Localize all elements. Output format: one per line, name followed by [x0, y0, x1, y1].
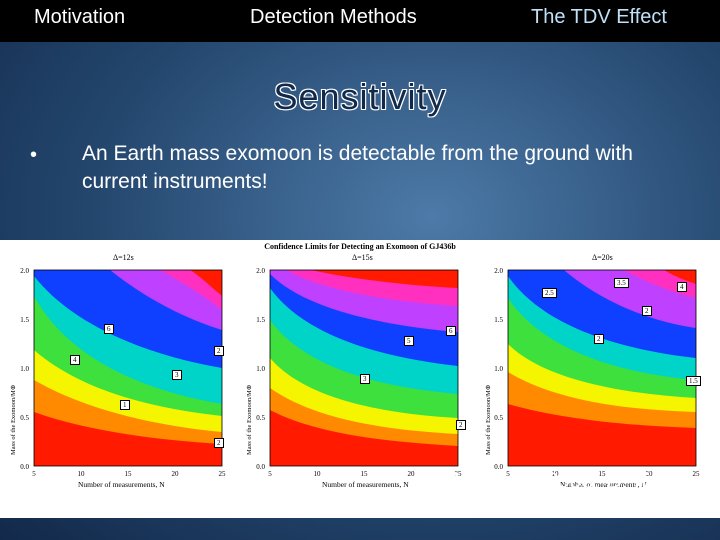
panel-2-ytick: 1.5 [256, 316, 265, 324]
figure-title: Confidence Limits for Detecting an Exomo… [264, 242, 456, 251]
slide-title: Sensitivity [273, 76, 447, 117]
contour-label: 2 [642, 306, 652, 316]
panel-2-title: Δ=15s [352, 253, 373, 262]
panel-3-xlabel: Number of measurements, N [560, 480, 647, 489]
panel-2-xlabel: Number of measurements, N [322, 480, 409, 489]
panel-2-ytick: 1.0 [256, 365, 265, 373]
contour-label: 2 [594, 334, 604, 344]
confidence-figure: Confidence Limits for Detecting an Exomo… [0, 240, 720, 518]
contour-label: 2 [214, 346, 224, 356]
panel-3-plot: 2.0 1.5 1.0 0.5 0.0 5 10 15 20 25 [494, 267, 701, 478]
contour-label: 4 [677, 282, 687, 292]
panel-1-xtick: 20 [172, 470, 180, 478]
citation: Molecules 2008, D. Kipping [440, 468, 708, 493]
panel-2-xtick: 15 [361, 470, 369, 478]
panel-1-ytick: 0.0 [20, 463, 29, 471]
panel-2-plot: 2.0 1.5 1.0 0.5 0.0 5 10 15 20 25 [256, 267, 463, 478]
bullet-marker: • [30, 144, 38, 166]
bullet-text: An Earth mass exomoon is detectable from… [82, 142, 633, 193]
panel-1-ytick: 1.5 [20, 316, 29, 324]
panel-1-ytick: 2.0 [20, 267, 29, 275]
contour-label: 1.5 [686, 376, 701, 386]
panel-2-ytick: 2.0 [256, 267, 265, 275]
panel-2-ytick: 0.5 [256, 414, 265, 422]
panel-1-xtick: 15 [125, 470, 133, 478]
panel-2-xtick: 20 [408, 470, 416, 478]
tab-tdv-effect[interactable]: The TDV Effect [531, 6, 667, 28]
panel-3-xtick: 5 [506, 470, 510, 478]
panel-1-xtick: 10 [78, 470, 86, 478]
panel-2-xtick: 5 [268, 470, 272, 478]
panel-1-ylabel: Mass of the Exomoon/M⊕ [10, 384, 17, 455]
tab-motivation[interactable]: Motivation [34, 6, 126, 28]
panel-3-title: Δ=20s [592, 253, 613, 262]
panel-1-ytick: 0.5 [20, 414, 29, 422]
panel-3-ytick: 0.0 [494, 463, 503, 471]
panel-3-xtick: 25 [693, 470, 701, 478]
panel-3-xtick: 15 [599, 470, 607, 478]
slide-body: Sensitivity • An Earth mass exomoon is d… [0, 42, 720, 540]
panel-3-ytick: 1.5 [494, 316, 503, 324]
panel-3-ylabel: Mass of the Exomoon/M⊕ [485, 384, 492, 455]
panel-3-ytick: 1.0 [494, 365, 503, 373]
contour-label: 4 [70, 355, 80, 365]
contour-label: 3.5 [614, 278, 629, 288]
panel-1-plot: 2.0 1.5 1.0 0.5 0.0 5 10 15 20 25 [20, 267, 227, 478]
navigation-bar: Motivation Detection Methods The TDV Eff… [0, 0, 720, 42]
panel-1-xtick: 25 [219, 470, 227, 478]
panel-1-title: Δ=12s [113, 253, 134, 262]
panel-2-xtick: 10 [314, 470, 322, 478]
contour-label: 3 [360, 374, 370, 384]
contour-label: 6 [104, 324, 114, 334]
panel-1-xtick: 5 [32, 470, 36, 478]
panel-1-ytick: 1.0 [20, 365, 29, 373]
panel-2-xtick: 25 [455, 470, 463, 478]
panel-3-ytick: 2.0 [494, 267, 503, 275]
contour-label: 1 [120, 400, 130, 410]
contour-label: 5 [404, 336, 414, 346]
contour-label: 6 [446, 326, 456, 336]
tab-detection-methods[interactable]: Detection Methods [250, 6, 417, 28]
contour-label: 2 [456, 420, 466, 430]
contour-label: 2.5 [542, 288, 557, 298]
contour-label: 2 [214, 438, 224, 448]
panel-2-ylabel: Mass of the Exomoon/M⊕ [246, 384, 253, 455]
panel-1-xlabel: Number of measurements, N [78, 480, 165, 489]
panel-3-ytick: 0.5 [494, 414, 503, 422]
panel-2-ytick: 0.0 [256, 463, 265, 471]
panel-3-xtick: 10 [552, 470, 560, 478]
page-number: 17/18 [6, 468, 62, 493]
contour-label: 3 [172, 370, 182, 380]
panel-3-xtick: 20 [646, 470, 654, 478]
